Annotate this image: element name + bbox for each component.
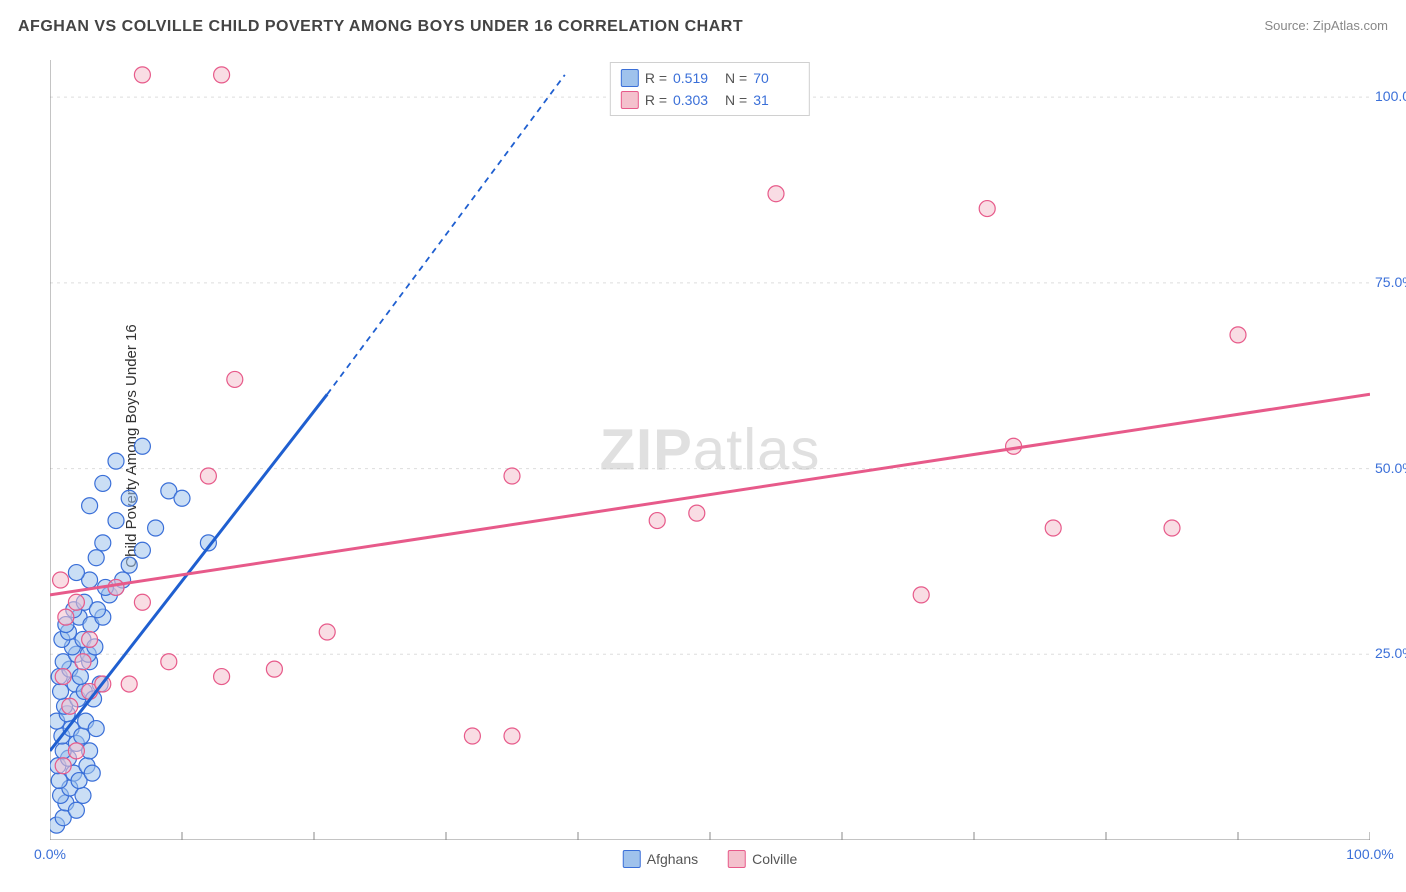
legend-swatch xyxy=(621,69,639,87)
stat-n-value: 31 xyxy=(753,89,799,111)
legend-swatch xyxy=(728,850,746,868)
y-tick-label: 75.0% xyxy=(1375,274,1406,290)
source-label: Source: ZipAtlas.com xyxy=(1264,18,1388,33)
x-tick-label: 0.0% xyxy=(34,846,66,862)
series-legend-label: Afghans xyxy=(647,851,698,867)
legend-swatch xyxy=(621,91,639,109)
stats-row: R = 0.303 N = 31 xyxy=(621,89,799,111)
series-legend-item: Colville xyxy=(728,850,797,868)
x-tick-label: 100.0% xyxy=(1346,846,1393,862)
stat-n-value: 70 xyxy=(753,67,799,89)
stat-n-label: N = xyxy=(725,89,747,111)
plot-container: ZIPatlas 25.0%50.0%75.0%100.0% 0.0%100.0… xyxy=(50,60,1370,840)
stat-r-label: R = xyxy=(645,89,667,111)
series-legend-item: Afghans xyxy=(623,850,698,868)
y-tick-label: 100.0% xyxy=(1375,88,1406,104)
stat-r-label: R = xyxy=(645,67,667,89)
scatter-chart xyxy=(50,60,1370,840)
stat-r-value: 0.519 xyxy=(673,67,719,89)
legend-swatch xyxy=(623,850,641,868)
series-legend-label: Colville xyxy=(752,851,797,867)
stats-row: R = 0.519 N = 70 xyxy=(621,67,799,89)
stat-r-value: 0.303 xyxy=(673,89,719,111)
y-tick-label: 50.0% xyxy=(1375,460,1406,476)
chart-title: AFGHAN VS COLVILLE CHILD POVERTY AMONG B… xyxy=(18,18,743,35)
y-tick-label: 25.0% xyxy=(1375,645,1406,661)
stat-n-label: N = xyxy=(725,67,747,89)
series-legend: Afghans Colville xyxy=(623,850,798,868)
stats-legend: R = 0.519 N = 70 R = 0.303 N = 31 xyxy=(610,62,810,116)
